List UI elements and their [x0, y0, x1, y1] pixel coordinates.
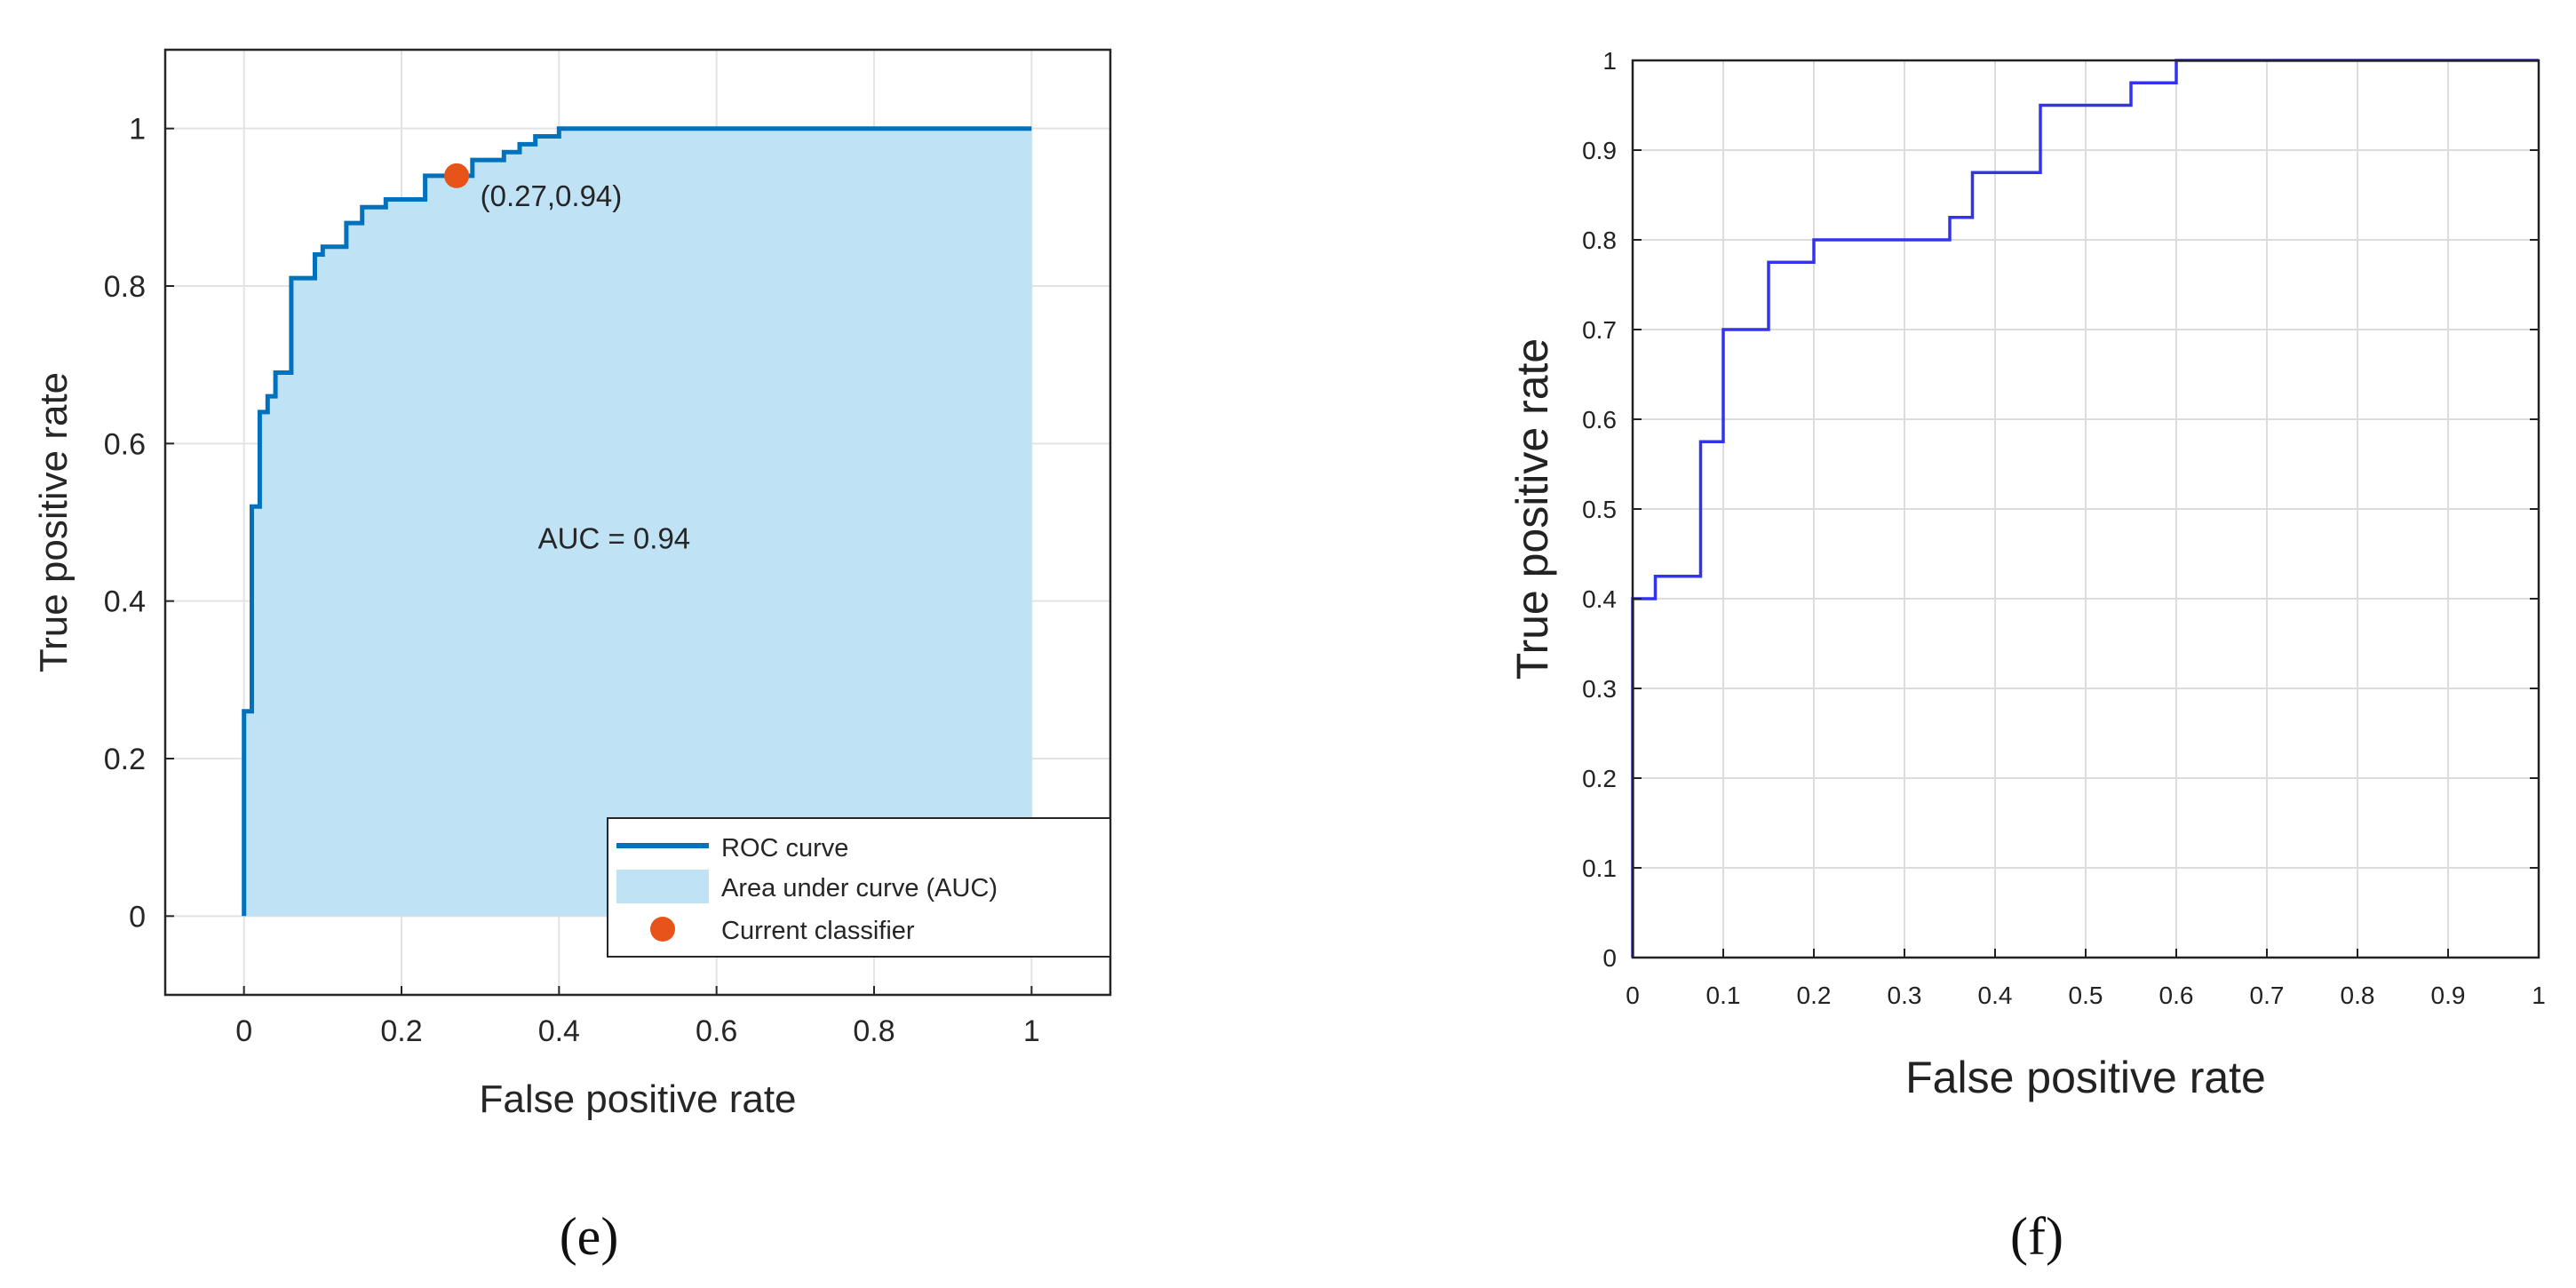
roc-curve-line-f: [1631, 59, 2539, 958]
x-axis-label-e: False positive rate: [479, 1077, 796, 1121]
x-tick-label: 0: [235, 1014, 252, 1048]
x-tick-labels-e: 0 0.2 0.4 0.6 0.8 1: [235, 1014, 1040, 1048]
y-tick-label: 0.3: [1582, 675, 1617, 703]
y-tick-label: 0.8: [1582, 227, 1617, 254]
y-tick-label: 0.5: [1582, 496, 1617, 523]
legend-auc-swatch: [616, 870, 709, 903]
x-tick-label: 0.2: [380, 1014, 422, 1048]
y-tick-label: 0.8: [104, 270, 146, 304]
x-tick-label: 0.4: [538, 1014, 580, 1048]
legend-e: ROC curve Area under curve (AUC) Current…: [607, 817, 1111, 958]
y-tick-labels-f: 0 0.1 0.2 0.3 0.4 0.5 0.6 0.7 0.8 0.9 1: [1582, 47, 1617, 972]
axes-box-e: [163, 48, 1112, 997]
legend-classifier-marker: [650, 917, 675, 942]
x-tick-label: 0: [1626, 982, 1640, 1009]
classifier-point-label: (0.27,0.94): [481, 179, 623, 212]
x-tick-label: 1: [2532, 982, 2546, 1009]
x-tick-labels-f: 0 0.1 0.2 0.3 0.4 0.5 0.6 0.7 0.8 0.9 1: [1626, 982, 2546, 1009]
y-tick-label: 1: [1602, 47, 1617, 75]
legend-classifier-label: Current classifier: [721, 917, 915, 945]
legend-roc-label: ROC curve: [721, 834, 848, 863]
y-tick-label: 0.2: [104, 743, 146, 776]
y-tick-label: 0.4: [104, 585, 146, 619]
x-tick-label: 0.6: [696, 1014, 737, 1048]
tick-marks-e: [165, 127, 1033, 995]
y-tick-label: 0: [1602, 944, 1617, 972]
x-tick-label: 0.2: [1797, 982, 1832, 1009]
legend-auc-label: Area under curve (AUC): [721, 874, 998, 902]
auc-value-label: AUC = 0.94: [538, 522, 691, 555]
chart-e: 0 0.2 0.4 0.6 0.8 1 0 0.2 0.4 0.6 0.8 1 (0.27,0.94…: [32, 48, 1112, 1266]
y-tick-label: 0.9: [1582, 137, 1617, 164]
x-tick-label: 0.7: [2250, 982, 2285, 1009]
y-tick-label: 1: [129, 113, 146, 147]
y-tick-label: 0.1: [1582, 855, 1617, 882]
auc-area: [243, 128, 1032, 917]
chart-f: 0 0.1 0.2 0.3 0.4 0.5 0.6 0.7 0.8 0.9 1 0 0.1 0.2 0.3…: [1507, 47, 2546, 1266]
x-tick-label: 0.6: [2159, 982, 2194, 1009]
x-tick-label: 0.1: [1706, 982, 1741, 1009]
x-tick-label: 0.4: [1978, 982, 2013, 1009]
y-tick-label: 0.2: [1582, 765, 1617, 792]
classifier-points: [444, 163, 470, 188]
y-tick-labels-e: 0 0.2 0.4 0.6 0.8 1: [104, 113, 146, 934]
y-tick-label: 0.6: [104, 427, 146, 461]
panel-caption-e: (e): [560, 1207, 619, 1266]
x-tick-label: 0.5: [2069, 982, 2103, 1009]
tick-marks-f: [1632, 60, 2540, 958]
y-tick-label: 0.6: [1582, 406, 1617, 433]
x-tick-label: 0.3: [1888, 982, 1922, 1009]
y-tick-label: 0.7: [1582, 316, 1617, 344]
current-classifier-point: [444, 163, 470, 188]
y-axis-label-e: True positive rate: [32, 372, 76, 672]
y-axis-label-f: True positive rate: [1507, 338, 1557, 680]
roc-curve-line: [242, 126, 1032, 917]
y-tick-label: 0: [129, 900, 146, 934]
y-tick-label: 0.4: [1582, 585, 1617, 613]
panel-caption-f: (f): [2010, 1207, 2063, 1266]
x-axis-label-f: False positive rate: [1905, 1053, 2266, 1102]
x-tick-label: 0.8: [2341, 982, 2375, 1009]
x-tick-label: 0.9: [2431, 982, 2466, 1009]
x-tick-label: 1: [1023, 1014, 1040, 1048]
x-tick-label: 0.8: [853, 1014, 894, 1048]
